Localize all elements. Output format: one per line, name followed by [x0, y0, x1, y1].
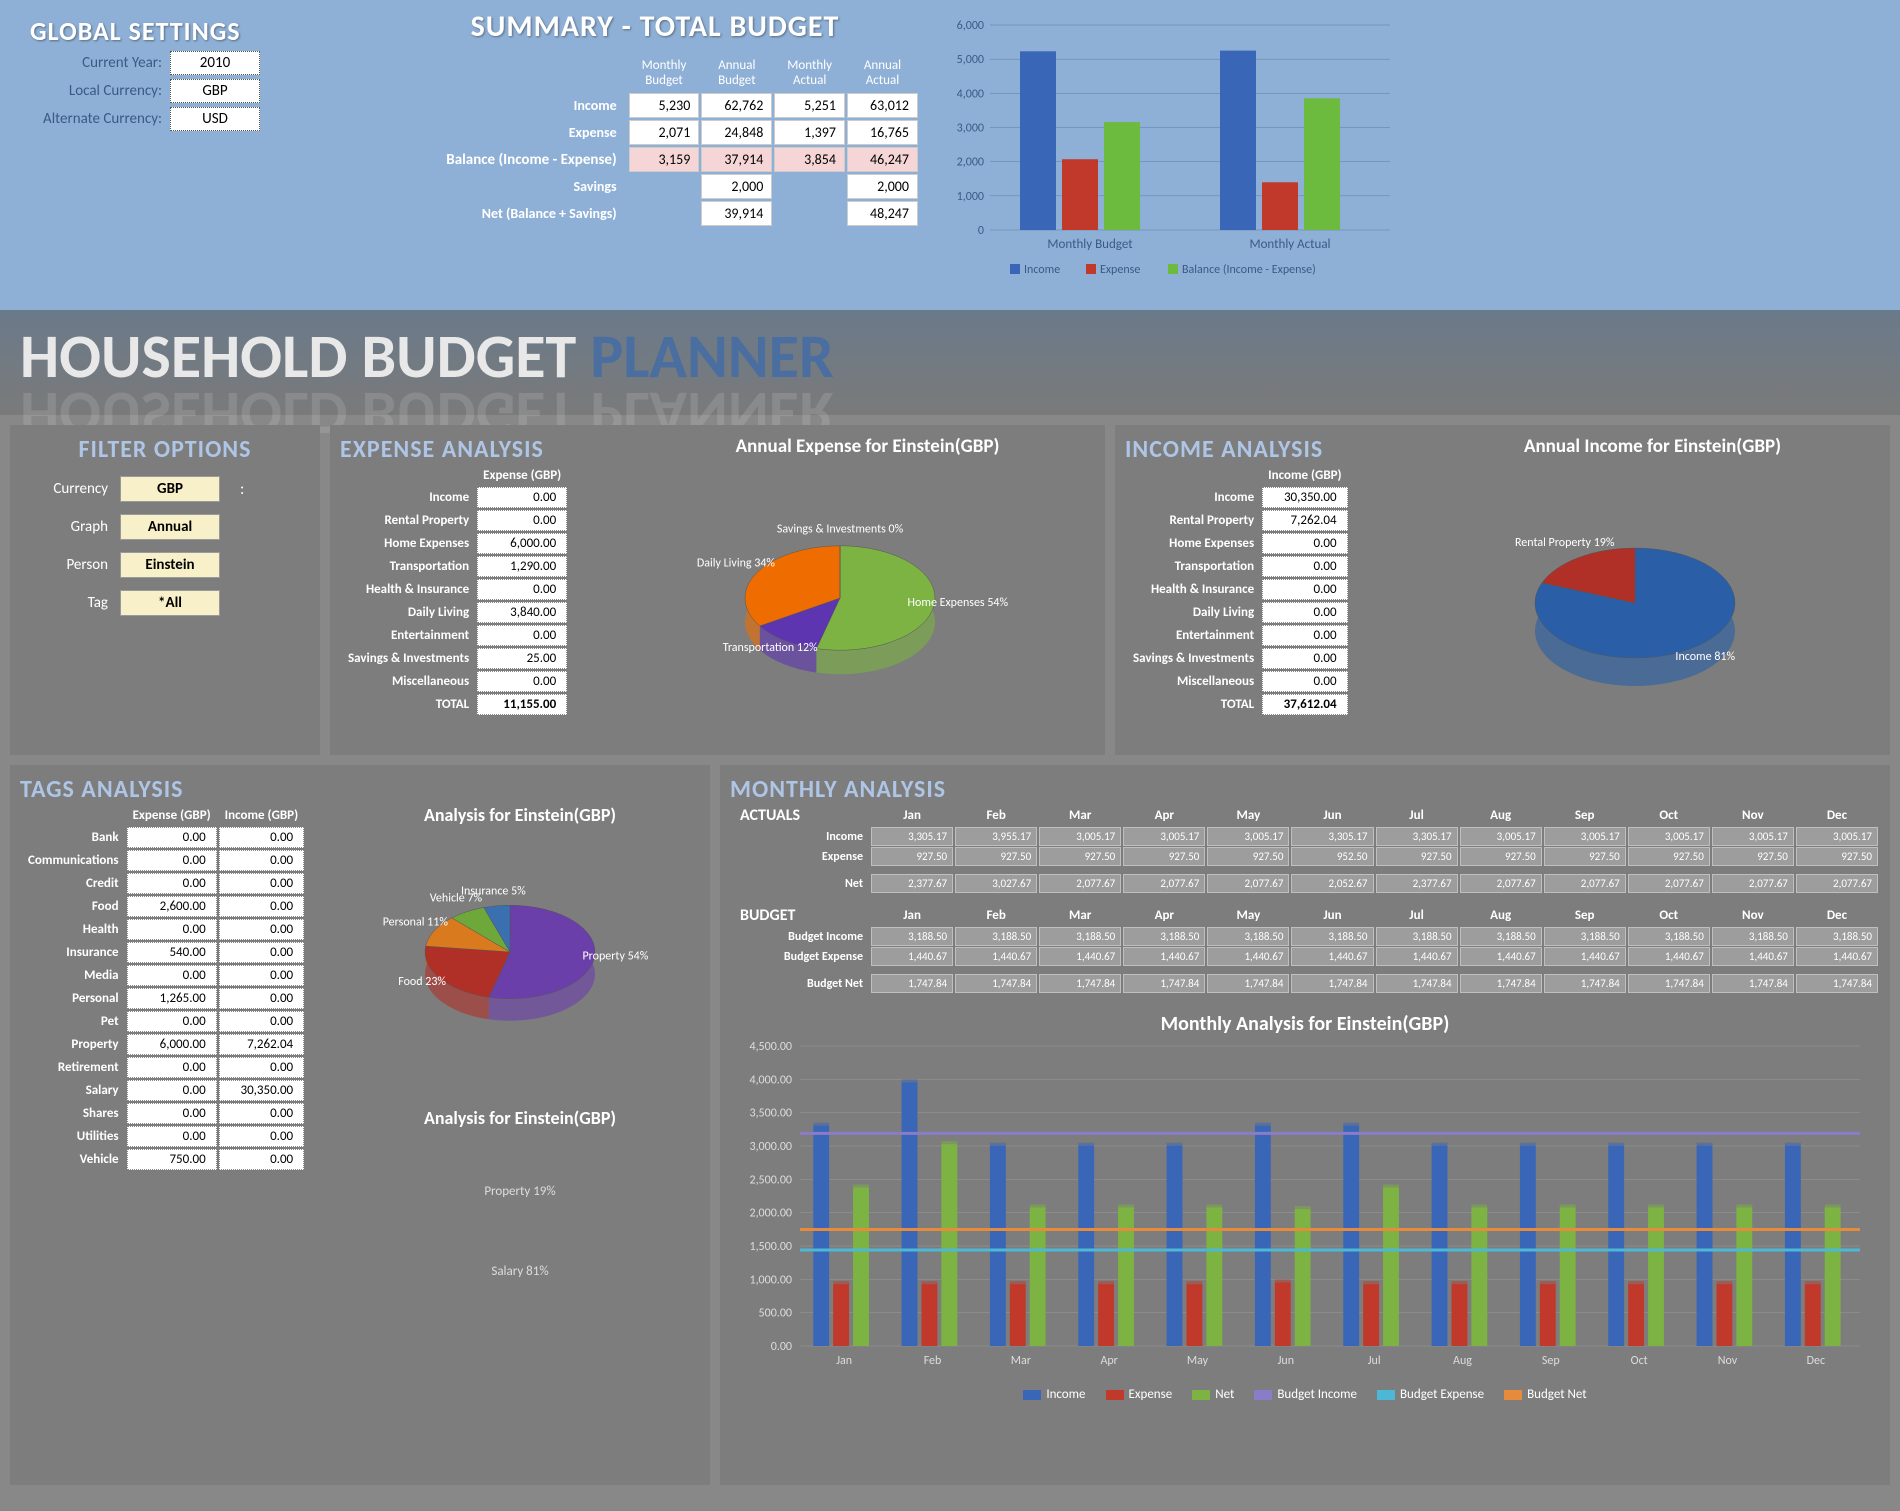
tags-pie2-title: Analysis for Einstein(GBP) [340, 1107, 700, 1129]
expense-pie-title: Annual Expense for Einstein(GBP) [640, 435, 1095, 458]
svg-text:1,500.00: 1,500.00 [749, 1240, 792, 1254]
svg-text:0: 0 [978, 224, 984, 238]
top-banner: GLOBAL SETTINGS Current Year:2010Local C… [0, 0, 1900, 310]
svg-text:Sep: Sep [1542, 1354, 1560, 1368]
svg-text:Nov: Nov [1718, 1354, 1738, 1368]
svg-text:Transportation 12%: Transportation 12% [723, 641, 818, 655]
svg-text:5,000: 5,000 [957, 53, 984, 67]
svg-text:Dec: Dec [1807, 1354, 1825, 1368]
monthly-chart: Monthly Analysis for Einstein(GBP) 0.00 5… [730, 1006, 1880, 1426]
filter-value[interactable]: *All [120, 590, 220, 616]
monthly-chart-title: Monthly Analysis for Einstein(GBP) [730, 1006, 1880, 1036]
global-value[interactable]: GBP [170, 79, 260, 103]
svg-text:Jul: Jul [1368, 1354, 1381, 1368]
filter-label: Person [20, 556, 120, 574]
expense-heading: EXPENSE ANALYSIS [340, 435, 640, 464]
monthly-heading: MONTHLY ANALYSIS [730, 775, 1880, 804]
filter-label: Tag [20, 594, 120, 612]
svg-text:3,000.00: 3,000.00 [749, 1140, 792, 1154]
svg-text:2,000: 2,000 [957, 156, 984, 170]
expense-table: Expense (GBP)Income0.00Rental Property0.… [340, 464, 569, 717]
income-panel: INCOME ANALYSIS Income (GBP)Income30,350… [1115, 425, 1890, 755]
income-heading: INCOME ANALYSIS [1125, 435, 1425, 464]
tags-heading: TAGS ANALYSIS [20, 775, 700, 804]
tags-pie1: Property 54%Food 23%Personal 11%Vehicle … [340, 832, 700, 1082]
svg-text:Income: Income [1024, 263, 1060, 277]
filter-heading: FILTER OPTIONS [20, 435, 310, 464]
global-label: Local Currency: [30, 82, 170, 100]
expense-panel: EXPENSE ANALYSIS Expense (GBP)Income0.00… [330, 425, 1105, 755]
global-value[interactable]: USD [170, 107, 260, 131]
tags-pie1-title: Analysis for Einstein(GBP) [340, 804, 700, 826]
monthly-legend: IncomeExpenseNetBudget IncomeBudget Expe… [730, 1387, 1880, 1402]
expense-pie: Home Expenses 54% Transportation 12% Daily… [640, 458, 1060, 738]
global-label: Alternate Currency: [30, 110, 170, 128]
svg-text:1,000.00: 1,000.00 [749, 1273, 792, 1287]
svg-text:May: May [1187, 1354, 1209, 1368]
title-band: HOUSEHOLD BUDGET PLANNER HOUSEHOLD BUDGE… [0, 310, 1900, 415]
svg-text:Jun: Jun [1278, 1354, 1294, 1368]
svg-text:4,500.00: 4,500.00 [749, 1040, 792, 1054]
svg-text:Jan: Jan [836, 1354, 852, 1368]
monthly-table: ACTUALSJanFebMarAprMayJunJulAugSepOctNov… [730, 804, 1880, 994]
filter-label: Currency [20, 480, 120, 498]
filter-value[interactable]: Einstein [120, 552, 220, 578]
svg-text:1,000: 1,000 [957, 190, 984, 204]
income-table: Income (GBP)Income30,350.00Rental Proper… [1125, 464, 1350, 717]
tags-table: Expense (GBP)Income (GBP)Bank0.000.00Com… [20, 804, 306, 1172]
income-pie: Income 81% Rental Property 19% [1425, 458, 1845, 738]
svg-text:Food 23%: Food 23% [398, 975, 446, 989]
filter-value[interactable]: Annual [120, 514, 220, 540]
filter-label: Graph [20, 518, 120, 536]
filter-value[interactable]: GBP [120, 476, 220, 502]
global-settings: GLOBAL SETTINGS Current Year:2010Local C… [30, 15, 310, 131]
svg-text:Monthly Actual: Monthly Actual [1249, 237, 1330, 252]
svg-text:500.00: 500.00 [759, 1307, 792, 1321]
monthly-panel: MONTHLY ANALYSIS ACTUALSJanFebMarAprMayJ… [720, 765, 1890, 1485]
svg-text:Income 81%: Income 81% [1675, 650, 1735, 664]
svg-text:Home Expenses 54%: Home Expenses 54% [908, 596, 1009, 610]
svg-text:2,000.00: 2,000.00 [749, 1207, 792, 1221]
svg-text:Personal 11%: Personal 11% [383, 915, 449, 929]
global-value[interactable]: 2010 [170, 51, 260, 75]
tags-pie2: Property 19% Salary 81% [340, 1135, 700, 1315]
svg-text:Property 19%: Property 19% [484, 1184, 555, 1199]
summary-table: MonthlyBudgetAnnualBudgetMonthlyActualAn… [390, 53, 920, 228]
svg-text:Rental Property 19%: Rental Property 19% [1515, 536, 1615, 550]
filter-panel: FILTER OPTIONS CurrencyGBP:GraphAnnualPe… [10, 425, 320, 755]
tags-panel: TAGS ANALYSIS Expense (GBP)Income (GBP)B… [10, 765, 710, 1485]
svg-text:Aug: Aug [1453, 1354, 1472, 1368]
global-label: Current Year: [30, 54, 170, 72]
summary-panel: SUMMARY - TOTAL BUDGET MonthlyBudgetAnnu… [390, 8, 920, 228]
svg-text:2,500.00: 2,500.00 [749, 1173, 792, 1187]
svg-text:Property 54%: Property 54% [582, 949, 648, 963]
svg-text:4,000.00: 4,000.00 [749, 1073, 792, 1087]
svg-text:3,000: 3,000 [957, 122, 984, 136]
global-heading: GLOBAL SETTINGS [30, 15, 310, 47]
svg-text:Monthly Budget: Monthly Budget [1047, 237, 1133, 252]
svg-text:Oct: Oct [1631, 1354, 1648, 1368]
svg-text:Daily Living 34%: Daily Living 34% [697, 557, 776, 571]
income-pie-title: Annual Income for Einstein(GBP) [1425, 435, 1880, 458]
svg-text:6,000: 6,000 [957, 19, 984, 33]
svg-text:4,000: 4,000 [957, 87, 984, 101]
svg-text:Mar: Mar [1011, 1354, 1031, 1368]
svg-text:Apr: Apr [1100, 1354, 1117, 1368]
svg-text:Expense: Expense [1100, 263, 1140, 277]
svg-text:0.00: 0.00 [771, 1340, 792, 1354]
svg-text:3,500.00: 3,500.00 [749, 1107, 792, 1121]
svg-text:Insurance 5%: Insurance 5% [461, 884, 526, 898]
svg-text:Savings & Investments 0%: Savings & Investments 0% [777, 523, 904, 537]
svg-text:Salary 81%: Salary 81% [491, 1264, 548, 1279]
svg-text:Feb: Feb [924, 1354, 942, 1368]
summary-heading: SUMMARY - TOTAL BUDGET [390, 8, 920, 45]
svg-text:Balance (Income - Expense): Balance (Income - Expense) [1182, 263, 1316, 277]
summary-chart: 0 1,000 2,000 3,000 4,000 5,000 6,000 Monthly B… [940, 15, 1400, 285]
